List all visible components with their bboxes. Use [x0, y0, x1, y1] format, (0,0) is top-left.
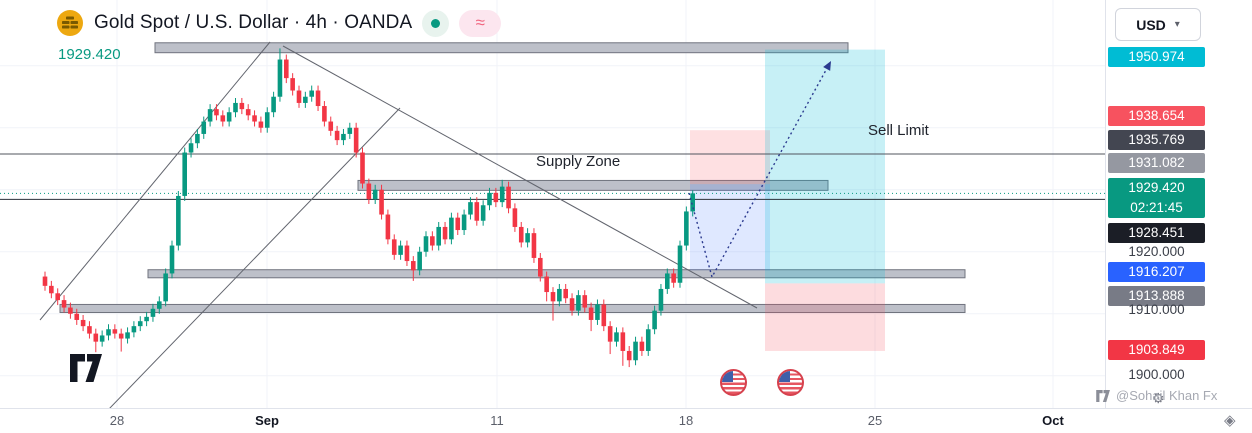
tradingview-logo[interactable] — [70, 354, 104, 382]
price-axis-label: 1910.000 — [1128, 302, 1185, 317]
resistance-zone-top — [154, 42, 849, 54]
gear-icon[interactable]: ⚙ — [1152, 390, 1165, 406]
price-axis-label: 1916.207 — [1108, 262, 1205, 282]
us-flag-icon[interactable] — [776, 369, 804, 396]
axis-settings-icon[interactable]: ◈ — [1224, 412, 1236, 429]
sell-limit-label: Sell Limit — [868, 122, 929, 139]
chart-legend: Gold Spot / U.S. Dollar · 4h · OANDA ≈ — [56, 9, 502, 37]
time-axis-label: 11 — [490, 413, 504, 428]
price-axis-label: 1950.974 — [1108, 47, 1205, 67]
short-target-zone — [690, 184, 770, 271]
time-axis-label: 18 — [678, 413, 694, 428]
time-axis[interactable]: ◈ 28 Sep 11 18 25 Oct — [0, 408, 1252, 433]
chart-canvas[interactable] — [0, 0, 1105, 408]
short-stop-zone — [690, 130, 770, 185]
price-axis-label: 1920.000 — [1128, 244, 1185, 259]
watermark-text: @Sohail Khan Fx — [1116, 388, 1218, 403]
candles — [42, 48, 695, 368]
wave-badge-icon[interactable]: ≈ — [459, 9, 502, 37]
long-stop-zone — [765, 283, 885, 351]
green-dot-icon — [431, 18, 441, 28]
price-axis-label: 1938.654 — [1108, 106, 1205, 126]
last-price-readout: 1929.420 — [58, 46, 121, 63]
price-axis-label: 1935.769 — [1108, 130, 1205, 150]
price-axis-label: 1913.888 — [1108, 286, 1205, 306]
market-status-icon[interactable] — [422, 9, 450, 37]
us-flag-icon[interactable] — [719, 369, 747, 396]
boxes — [690, 49, 885, 351]
price-axis-label: 1928.451 — [1108, 223, 1205, 243]
support-zone-1911 — [59, 303, 966, 314]
chevron-down-icon: ▾ — [1174, 19, 1180, 30]
watermark: @Sohail Khan Fx — [1096, 388, 1217, 403]
supply-zone-label: Supply Zone — [536, 153, 621, 170]
time-axis-label: 28 — [109, 413, 125, 428]
currency-dropdown[interactable]: USD ▾ — [1115, 8, 1201, 41]
chart-overlays: Supply Zone Sell Limit — [70, 122, 929, 396]
zones — [59, 42, 966, 314]
support-zone-1916 — [147, 269, 966, 279]
long-target-zone — [765, 49, 885, 284]
gold-coin-icon — [56, 9, 84, 37]
candlestick-chart[interactable]: Supply Zone Sell Limit — [0, 0, 1105, 408]
projection-path — [688, 60, 832, 279]
supply-zone — [357, 179, 829, 191]
price-axis-label: 1903.849 — [1108, 340, 1205, 360]
time-axis-label: Oct — [1042, 413, 1064, 428]
price-axis-label: 1900.000 — [1128, 367, 1185, 382]
symbol-title[interactable]: Gold Spot / U.S. Dollar · 4h · OANDA — [94, 12, 413, 33]
price-axis-label: 1929.420 02:21:45 — [1108, 178, 1205, 218]
price-axis[interactable]: 1950.974 1938.654 1935.769 1931.082 1929.420… — [1105, 0, 1252, 408]
time-axis-label: 25 — [867, 413, 883, 428]
tradingview-mini-icon — [1096, 389, 1110, 402]
time-axis-label: Sep — [255, 413, 279, 428]
price-axis-label: 1931.082 — [1108, 153, 1205, 173]
currency-value: USD — [1136, 16, 1166, 33]
